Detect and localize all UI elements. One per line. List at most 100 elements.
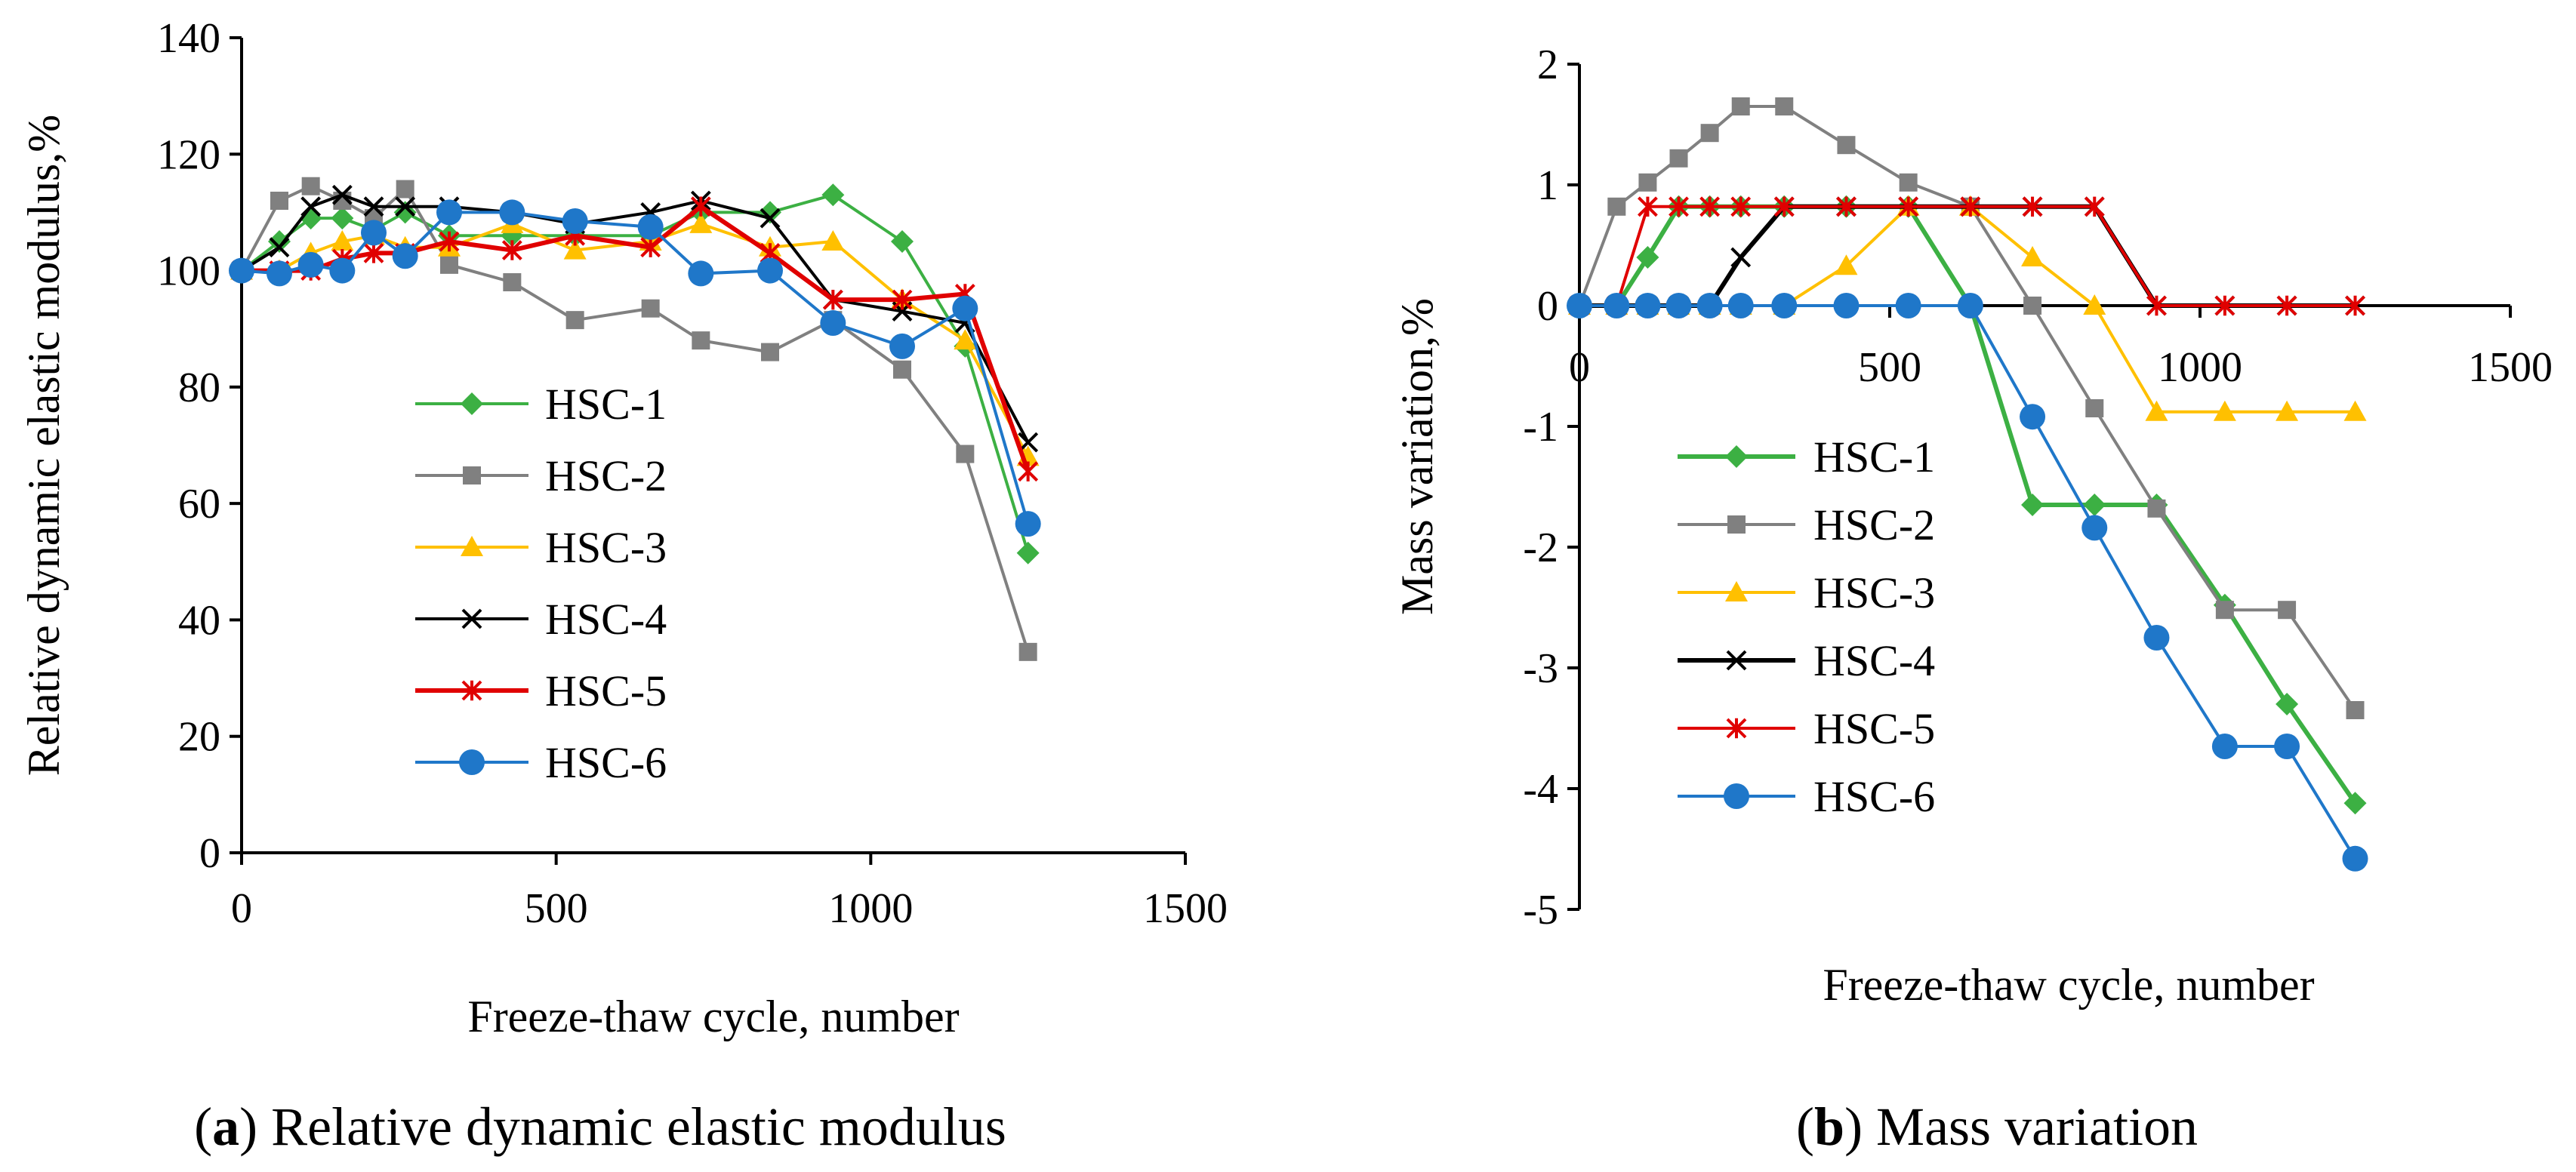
chart-a-point-HSC-1: [1016, 541, 1040, 564]
chart-b-legend-marker: [1726, 718, 1747, 739]
chart-a-legend-marker: [459, 749, 485, 775]
chart-a-x-tick-label: 500: [525, 885, 588, 932]
chart-a-series: [229, 177, 1041, 661]
chart-a-series-HSC-6: [229, 199, 1041, 537]
chart-b-point-HSC-6: [2342, 845, 2368, 872]
chart-b-point-HSC-5: [1730, 196, 1752, 217]
chart-b-legend-item-HSC-3: HSC-3: [1678, 568, 1935, 617]
chart-b-point-HSC-2: [2085, 399, 2104, 417]
chart-b-point-HSC-5: [1898, 196, 1919, 217]
chart-b-point-HSC-2: [1731, 97, 1750, 115]
chart-b-line-HSC-2: [1578, 105, 2357, 712]
chart-b-point-HSC-6: [2274, 734, 2300, 759]
chart-b-point-HSC-3: [1835, 254, 1858, 275]
chart-a-point-HSC-3: [689, 212, 713, 233]
chart-a-point-HSC-2: [956, 444, 975, 463]
chart-a-point-HSC-2: [565, 311, 584, 330]
chart-b-xlabel: Freeze-thaw cycle, number: [1823, 960, 2314, 1010]
chart-b-series-HSC-1: [1568, 195, 2367, 815]
chart-b-legend-marker: [1727, 515, 1746, 534]
chart-b-point-HSC-2: [2023, 297, 2042, 315]
chart-a-y-tick-label: 100: [157, 248, 220, 295]
chart-b-point-HSC-2: [1775, 97, 1794, 115]
chart-a-point-HSC-6: [297, 251, 324, 278]
chart-a-legend-item-HSC-2: HSC-2: [415, 451, 667, 500]
chart-b-point-HSC-2: [2147, 499, 2166, 518]
chart-a-point-HSC-2: [270, 192, 288, 210]
chart-b-point-HSC-6: [1771, 293, 1798, 318]
chart-b-y-tick-label: -3: [1523, 645, 1558, 692]
chart-b-point-HSC-5: [2146, 295, 2167, 316]
chart-a-point-HSC-6: [688, 260, 714, 287]
chart-a-point-HSC-2: [692, 331, 710, 350]
chart-b-point-HSC-3: [2083, 294, 2106, 315]
chart-b-point-HSC-1: [2343, 792, 2367, 815]
chart-b-point-HSC-2: [2215, 601, 2234, 620]
chart-b-line-HSC-4: [1579, 204, 2356, 308]
chart-a-point-HSC-2: [301, 177, 320, 195]
chart-b-caption-text: Mass variation: [1863, 1097, 2198, 1157]
chart-a-y-tick-label: 120: [157, 131, 220, 178]
chart-b-legend-item-HSC-2: HSC-2: [1678, 500, 1935, 549]
chart-a-ylabel: Relative dynamic elastic modulus,%: [19, 115, 69, 776]
chart-a-legend-label: HSC-3: [545, 523, 667, 572]
chart-b-point-HSC-5: [2022, 196, 2043, 217]
chart-b-point-HSC-5: [1773, 196, 1795, 217]
chart-a-point-HSC-6: [637, 214, 664, 240]
chart-a-point-HSC-6: [361, 220, 387, 246]
chart-a-legend-label: HSC-2: [545, 451, 667, 500]
chart-a-legend-label: HSC-1: [545, 380, 667, 429]
chart-b-legend-label: HSC-6: [1813, 772, 1935, 821]
chart-b-point-HSC-3: [2145, 400, 2168, 421]
chart-b-legend-marker: [1726, 650, 1747, 671]
chart-a-y-tick-label: 140: [157, 15, 220, 62]
chart-a-point-HSC-2: [893, 360, 911, 379]
chart-a-point-HSC-1: [821, 183, 845, 207]
chart-b-legend-label: HSC-4: [1813, 636, 1935, 685]
chart-b-x-tick-label: 500: [1858, 344, 1921, 391]
chart-b-point-HSC-3: [2213, 400, 2236, 421]
chart-b-legend-label: HSC-1: [1813, 432, 1935, 481]
chart-b-point-HSC-6: [1696, 293, 1723, 318]
chart-b-point-HSC-6: [1895, 293, 1921, 318]
chart-a-line-HSC-6: [241, 211, 1030, 524]
chart-a-xlabel: Freeze-thaw cycle, number: [467, 992, 959, 1041]
chart-a-caption-letter: a: [212, 1097, 239, 1157]
chart-a-legend-marker: [463, 466, 481, 484]
chart-a-point-HSC-5: [363, 243, 384, 263]
chart-a-legend-item-HSC-6: HSC-6: [415, 738, 667, 787]
chart-b-x-tick-label: 1500: [2468, 344, 2553, 391]
chart-a-point-HSC-5: [892, 289, 913, 310]
chart-a-y-tick-label: 60: [178, 481, 220, 528]
chart-b-y-tick-label: -4: [1523, 766, 1558, 813]
chart-a-point-HSC-5: [439, 231, 460, 252]
chart-a-point-HSC-3: [563, 238, 587, 260]
chart-b-legend: HSC-1 HSC-2 HSC-3 HSC-4 HSC-5 HSC-6: [1678, 432, 1935, 821]
chart-a-x-tick-label: 0: [231, 885, 252, 932]
chart-a-legend-item-HSC-1: HSC-1: [415, 380, 667, 429]
chart-b-line-HSC-6: [1579, 304, 2357, 860]
chart-b-legend-marker: [1725, 581, 1748, 601]
chart-b-series-HSC-6: [1567, 293, 2368, 872]
chart-a-point-HSC-5: [1018, 461, 1039, 482]
chart-b-y-tick-label: 0: [1537, 283, 1558, 330]
chart-b-point-HSC-1: [2276, 693, 2299, 715]
chart-a-legend-marker: [461, 608, 482, 629]
chart-a-x-tick-label: 1500: [1143, 885, 1228, 932]
chart-b-point-HSC-6: [2081, 515, 2108, 541]
chart-b-point-HSC-1: [2021, 494, 2044, 516]
chart-b-ylabel: Mass variation,%: [1392, 298, 1442, 615]
chart-b-legend-label: HSC-5: [1813, 704, 1935, 753]
chart-a-legend-item-HSC-4: HSC-4: [415, 595, 667, 644]
chart-a-legend-marker: [461, 680, 482, 701]
chart-b-point-HSC-5: [2276, 295, 2297, 316]
chart-a-point-HSC-2: [1018, 642, 1037, 661]
chart-a-legend-item-HSC-3: HSC-3: [415, 523, 667, 572]
chart-b-legend-item-HSC-4: HSC-4: [1678, 636, 1935, 685]
chart-b-y-ticks: -5 -4 -3 -2 -1 0 1 2: [1523, 42, 1579, 934]
chart-a-point-HSC-1: [331, 207, 354, 230]
chart-a-point-HSC-2: [440, 255, 458, 274]
chart-a-point-HSC-6: [562, 208, 588, 234]
chart-b-point-HSC-6: [1833, 293, 1860, 318]
